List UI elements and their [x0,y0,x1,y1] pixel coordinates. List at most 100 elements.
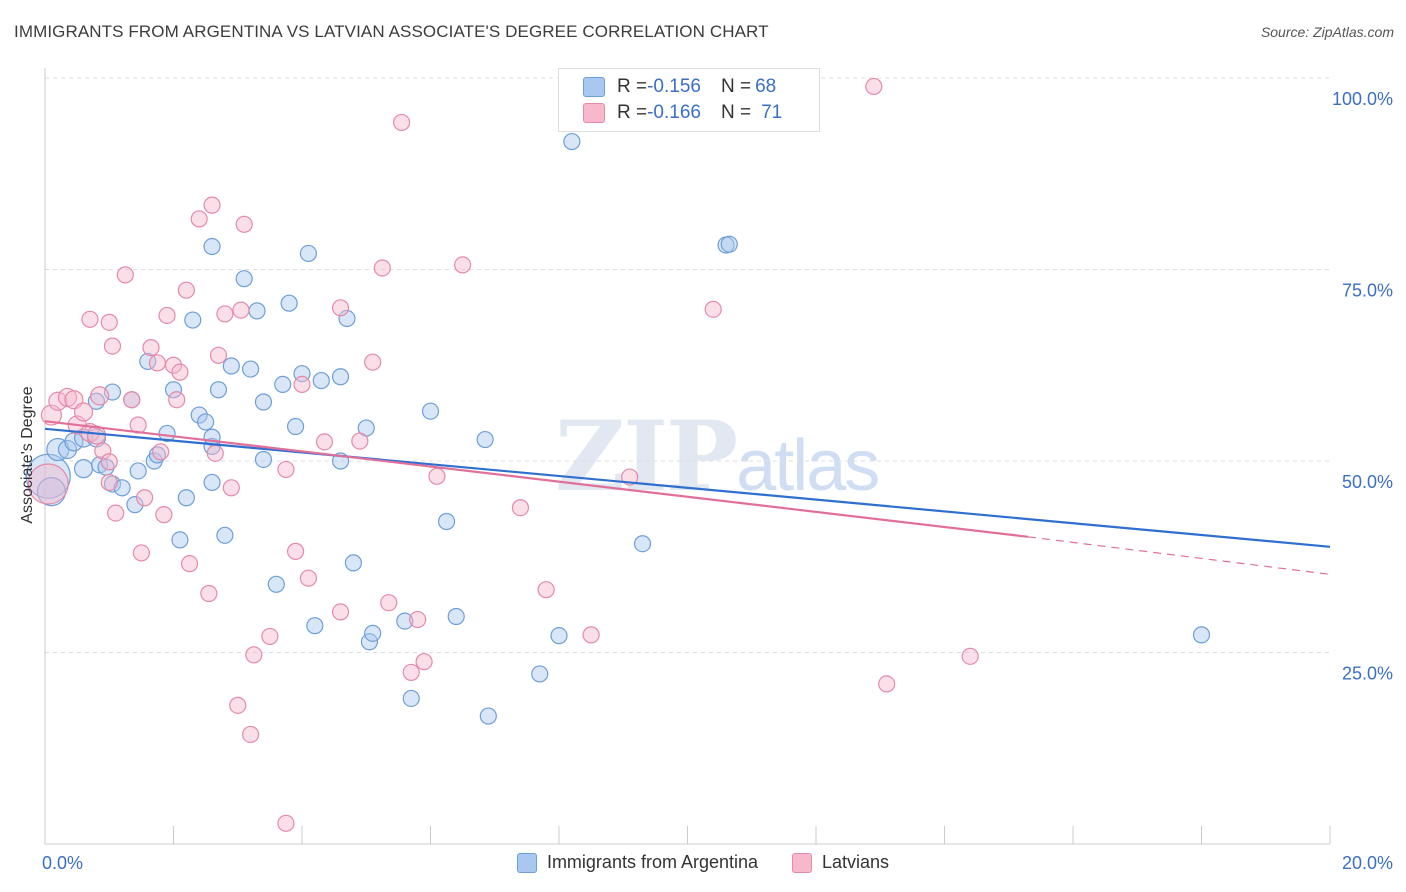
latvian-point [537,581,555,599]
latvian-point [168,391,186,409]
argentina-point [36,477,67,507]
argentina-point [148,446,167,464]
r-value: -0.166 [647,102,701,123]
argentina-point [344,554,362,572]
argentina-point [306,617,324,635]
latvian-point [428,467,446,485]
stats-row-latvians: R = -0.166 N = 71 [583,100,782,126]
argentina-point [242,360,260,378]
latvian-point [142,339,160,357]
latvian-point [206,444,224,462]
r-label: R = [617,76,648,97]
latvian-point [94,442,112,460]
argentina-swatch [583,77,605,97]
argentina-point [222,357,240,375]
latvian-point [155,506,173,524]
latvian-point [245,646,263,664]
argentina-point [421,402,440,420]
y-axis-label: Associate's Degree [19,386,36,524]
argentina-point [274,375,292,393]
chart-title: IMMIGRANTS FROM ARGENTINA VS LATVIAN ASS… [14,22,769,41]
latvian-point [454,256,472,274]
latvian-point [158,306,176,325]
y-tick-label: 25.0% [1342,664,1393,684]
source-label: Source: ZipAtlas.com [1260,24,1394,40]
latvian-point [209,346,228,364]
latvian-point [315,433,334,451]
latvian-point [415,653,433,671]
n-value: 71 [761,102,783,123]
y-tick-label: 100.0% [1332,89,1393,109]
latvian-point [27,463,69,505]
latvian-point [364,353,382,371]
latvian-point [200,584,218,603]
latvian-point [216,305,234,323]
argentina-point [476,430,494,449]
latvian-point [152,443,170,461]
latvian-point [582,626,600,644]
argentina-point [203,473,221,492]
latvian-point [961,647,979,665]
argentina-point [550,627,568,645]
legend-label-latvians: Latvians [822,852,890,872]
legend-item-argentina[interactable]: Immigrants from Argentina [516,852,758,873]
latvian-point [116,266,134,284]
latvian-point [878,675,896,693]
latvian-point [704,300,722,318]
latvian-trend-line [44,420,1029,538]
argentina-point [254,450,273,469]
latvian-point [81,310,99,328]
argentina-point [338,309,356,328]
latvian-point [380,594,398,612]
argentina-point [479,707,497,725]
latvian-point [331,299,350,317]
legend-item-latvians[interactable]: Latvians [792,852,889,873]
latvian-trend-extension [1027,536,1331,575]
argentina-point [248,302,266,320]
stats-row-argentina: R = -0.156 N = 68 [583,74,776,100]
argentina-point [129,462,147,480]
argentina-point [164,381,183,399]
latvian-point [177,281,195,299]
latvian-point [261,627,279,646]
argentina-point [113,479,131,497]
latvian-point [286,542,305,560]
latvian-point [331,603,350,621]
argentina-point [286,417,305,436]
latvian-point [148,354,167,372]
y-tick-label: 75.0% [1342,281,1393,301]
x-tick-label-max: 20.0% [1342,853,1393,873]
argentina-point [197,413,215,431]
argentina-point [190,406,208,424]
n-label: N = [720,76,752,97]
x-tick-label-min: 0.0% [42,853,83,873]
argentina-point [158,424,176,443]
latvian-point [107,504,125,522]
argentina-point [364,624,382,642]
legend-swatch-latvians [792,852,813,873]
argentina-point [1192,626,1211,644]
argentina-point [209,381,228,399]
argentina-point [280,294,298,312]
latvian-point [242,725,260,744]
n-value: 68 [755,76,777,97]
argentina-point [216,526,234,544]
latvian-point [232,301,250,319]
latvian-point [103,337,122,355]
argentina-point [73,459,94,479]
argentina-point [720,235,738,253]
argentina-point [177,489,195,507]
argentina-point [184,311,202,329]
argentina-trend-line [44,427,1331,548]
latvian-point [293,375,311,393]
r-value: -0.156 [647,76,701,97]
latvian-point [164,356,183,374]
latvian-point [277,814,295,832]
r-label: R = [617,102,648,123]
latvian-point [299,569,318,587]
argentina-point [171,531,189,549]
argentina-point [312,371,330,390]
argentina-point [126,496,144,514]
argentina-point [203,237,221,256]
legend-swatch-argentina [516,852,537,873]
